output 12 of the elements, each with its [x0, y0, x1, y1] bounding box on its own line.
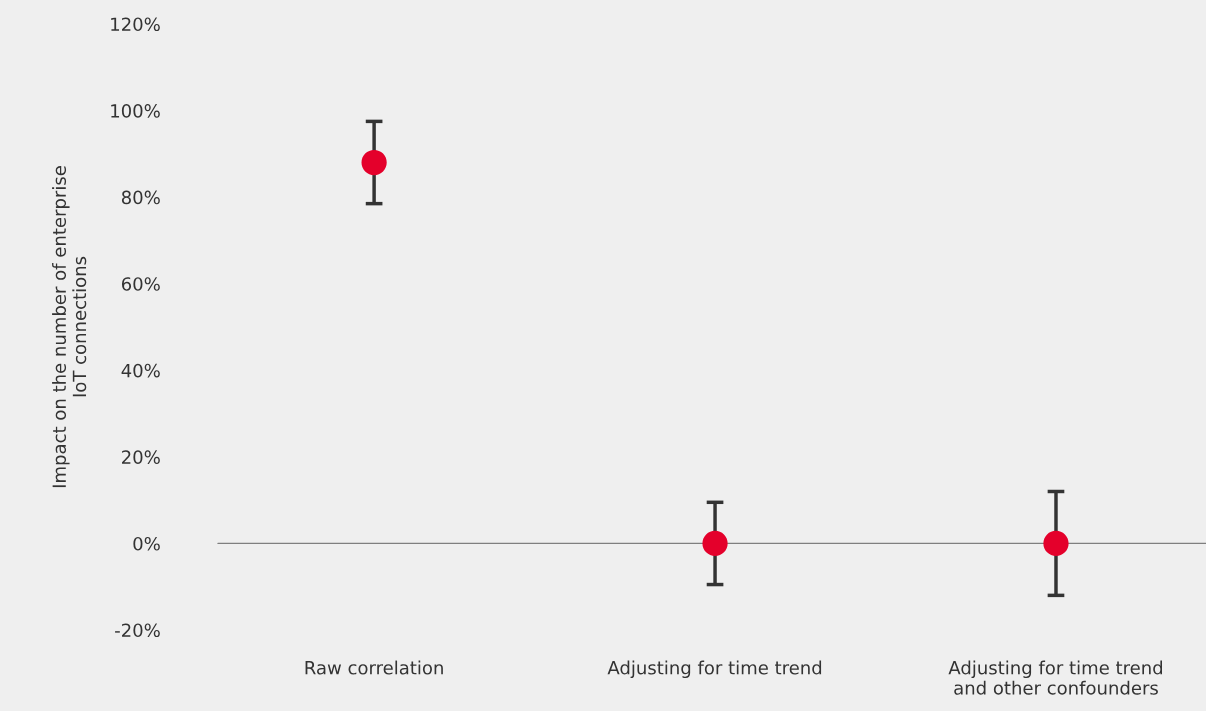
- y-axis-title: Impact on the number of enterprise IoT connections: [52, 166, 87, 488]
- y-tick-label: 80%: [121, 190, 160, 205]
- x-tick-label: Adjusting for time trend and other confounders: [948, 660, 1162, 695]
- y-tick-label: -20%: [115, 623, 160, 638]
- x-tick-label: Adjusting for time trend: [607, 660, 822, 679]
- y-tick-label: 20%: [122, 450, 160, 464]
- y-tick-label: 120%: [111, 17, 160, 32]
- x-tick-label: Raw correlation: [305, 660, 443, 675]
- y-tick-label: 0%: [133, 536, 160, 551]
- y-tick-label: 60%: [121, 277, 160, 291]
- y-tick-label: 100%: [111, 104, 160, 118]
- y-tick-label: 40%: [121, 363, 160, 378]
